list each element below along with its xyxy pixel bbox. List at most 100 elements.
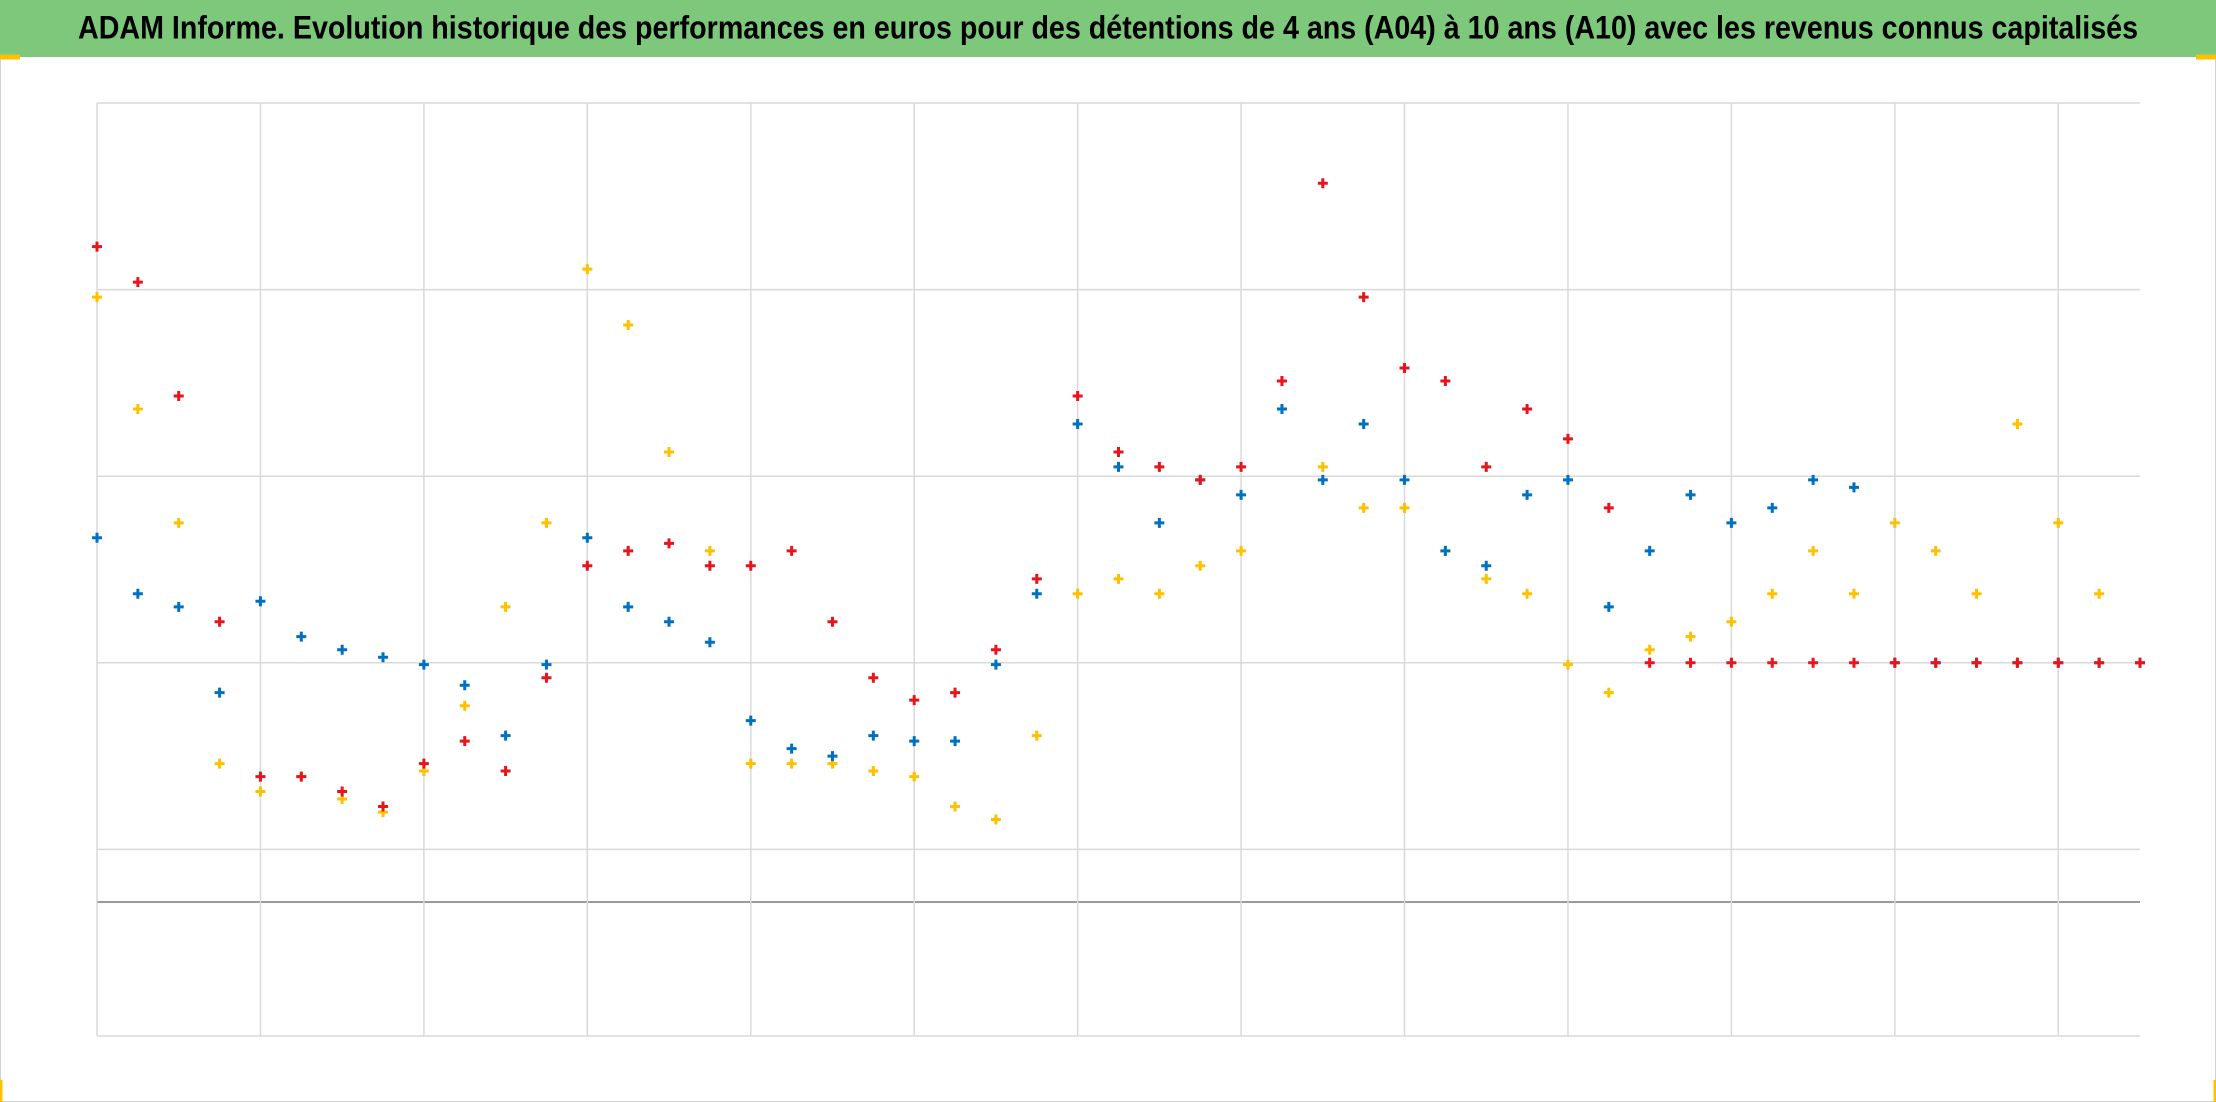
- title-band: [0, 0, 2216, 57]
- point: [909, 736, 920, 747]
- point: [827, 751, 838, 762]
- point: [1644, 644, 1655, 655]
- point: [500, 601, 511, 612]
- point: [1522, 404, 1533, 415]
- point: [2135, 657, 2145, 668]
- point: [786, 758, 797, 769]
- point: [1440, 376, 1451, 387]
- point: [1726, 657, 1737, 668]
- point: [950, 687, 961, 698]
- point: [909, 771, 920, 782]
- point: [745, 560, 756, 571]
- point: [582, 532, 593, 543]
- point: [1113, 461, 1124, 472]
- point: [296, 631, 307, 642]
- point: [990, 644, 1001, 655]
- point: [1685, 631, 1696, 642]
- point: [1358, 418, 1369, 429]
- point: [745, 715, 756, 726]
- point: [2053, 517, 2064, 528]
- point: [2012, 418, 2023, 429]
- point: [1072, 418, 1083, 429]
- point: [1154, 588, 1165, 599]
- point: [1562, 659, 1573, 670]
- point: [1399, 362, 1410, 373]
- point: [459, 700, 470, 711]
- point: [255, 786, 266, 797]
- point: [827, 616, 838, 627]
- point: [1522, 588, 1533, 599]
- point: [1726, 616, 1737, 627]
- point: [500, 730, 511, 741]
- point: [1848, 482, 1859, 493]
- corner-marks: [0, 54, 2216, 1102]
- point: [418, 758, 429, 769]
- point: [1031, 573, 1042, 584]
- point: [2053, 657, 2064, 668]
- point: [132, 404, 143, 415]
- point: [990, 659, 1001, 670]
- point: [1236, 545, 1247, 556]
- point: [173, 390, 184, 401]
- point: [1685, 657, 1696, 668]
- point: [1399, 502, 1410, 513]
- point: [1358, 502, 1369, 513]
- point: [1971, 657, 1982, 668]
- point: [2094, 588, 2105, 599]
- point: [990, 814, 1001, 825]
- point: [664, 538, 675, 549]
- point: [2012, 657, 2023, 668]
- point: [1195, 560, 1206, 571]
- chart-title: ADAM Informe. Evolution historique des p…: [78, 9, 2138, 45]
- point: [1031, 730, 1042, 741]
- point: [1317, 474, 1328, 485]
- point: [132, 277, 143, 288]
- point: [1889, 657, 1900, 668]
- point: [500, 766, 511, 777]
- point: [1031, 588, 1042, 599]
- point: [1644, 657, 1655, 668]
- point: [92, 532, 102, 543]
- point: [950, 801, 961, 812]
- point: [2094, 657, 2105, 668]
- point: [459, 680, 470, 691]
- point: [1399, 474, 1410, 485]
- point: [1317, 461, 1328, 472]
- point: [1562, 474, 1573, 485]
- point: [623, 320, 634, 331]
- point: [1726, 517, 1737, 528]
- point: [745, 758, 756, 769]
- point: [1195, 474, 1206, 485]
- point: [868, 766, 879, 777]
- point: [214, 687, 225, 698]
- point: [623, 545, 634, 556]
- point: [214, 758, 225, 769]
- point: [1236, 461, 1247, 472]
- point: [1154, 517, 1165, 528]
- point: [704, 637, 715, 648]
- point: [337, 644, 348, 655]
- point: [1603, 502, 1614, 513]
- point: [786, 743, 797, 754]
- point: [704, 545, 715, 556]
- point: [950, 736, 961, 747]
- point: [623, 601, 634, 612]
- point: [1603, 601, 1614, 612]
- point: [173, 517, 184, 528]
- point: [1317, 178, 1328, 189]
- point: [173, 601, 184, 612]
- point: [296, 771, 307, 782]
- point: [1562, 433, 1573, 444]
- point: [1113, 573, 1124, 584]
- point: [1767, 502, 1778, 513]
- point: [255, 771, 266, 782]
- point: [255, 596, 266, 607]
- point: [1358, 292, 1369, 303]
- point: [1767, 657, 1778, 668]
- point: [1481, 573, 1492, 584]
- point: [459, 736, 470, 747]
- point: [214, 616, 225, 627]
- point: [868, 672, 879, 683]
- point: [1930, 657, 1941, 668]
- point: [909, 695, 920, 706]
